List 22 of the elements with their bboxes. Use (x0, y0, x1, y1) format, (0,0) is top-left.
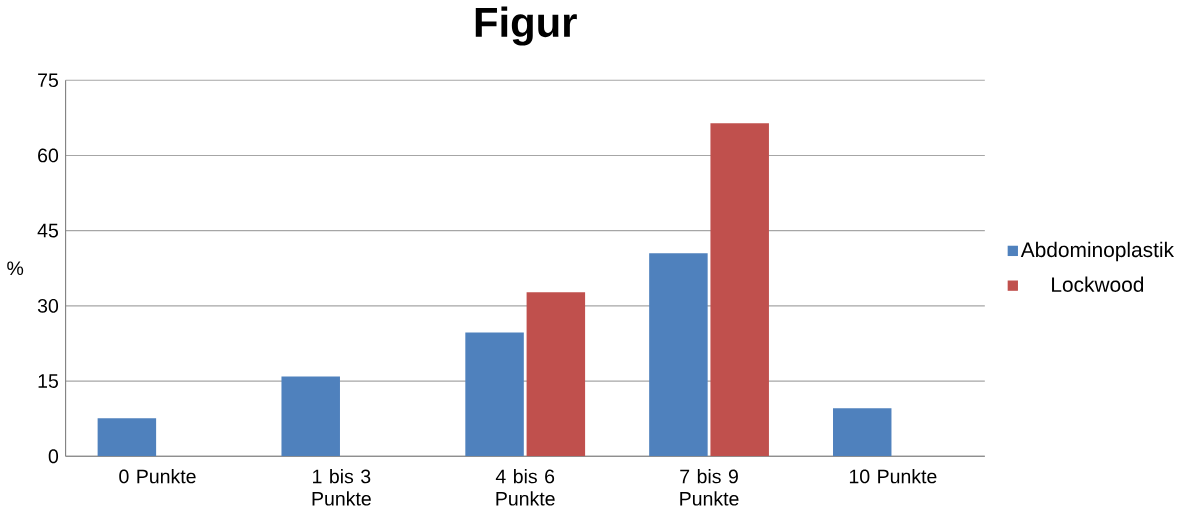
y-tick-label: 45 (37, 223, 58, 238)
x-tick-label: 1 bis 3 Punkte (312, 468, 371, 506)
y-axis-title: % (7, 261, 24, 276)
legend-label: Abdominoplastik (1020, 241, 1175, 262)
x-tick-label: 7 bis 9 Punkte (680, 468, 739, 506)
legend-label: Lockwood (1052, 276, 1144, 292)
bar (833, 408, 892, 457)
y-tick-label: 30 (37, 298, 59, 313)
x-tick-label: 10 Punkte (849, 468, 937, 484)
x-tick-label: 0 Punkte (119, 468, 196, 484)
bar (281, 376, 340, 457)
y-tick-label: 75 (38, 73, 58, 88)
bar (710, 123, 769, 457)
y-tick-label: 60 (38, 148, 59, 163)
y-tick-label: 0 (48, 449, 59, 464)
x-tick-label: 4 bis 6 Punkte (495, 468, 555, 506)
bar (97, 418, 157, 457)
bar (465, 332, 524, 457)
y-tick-label: 15 (38, 374, 58, 388)
bar (526, 292, 586, 457)
bar (649, 253, 708, 457)
chart-title: Figur (475, 6, 577, 46)
